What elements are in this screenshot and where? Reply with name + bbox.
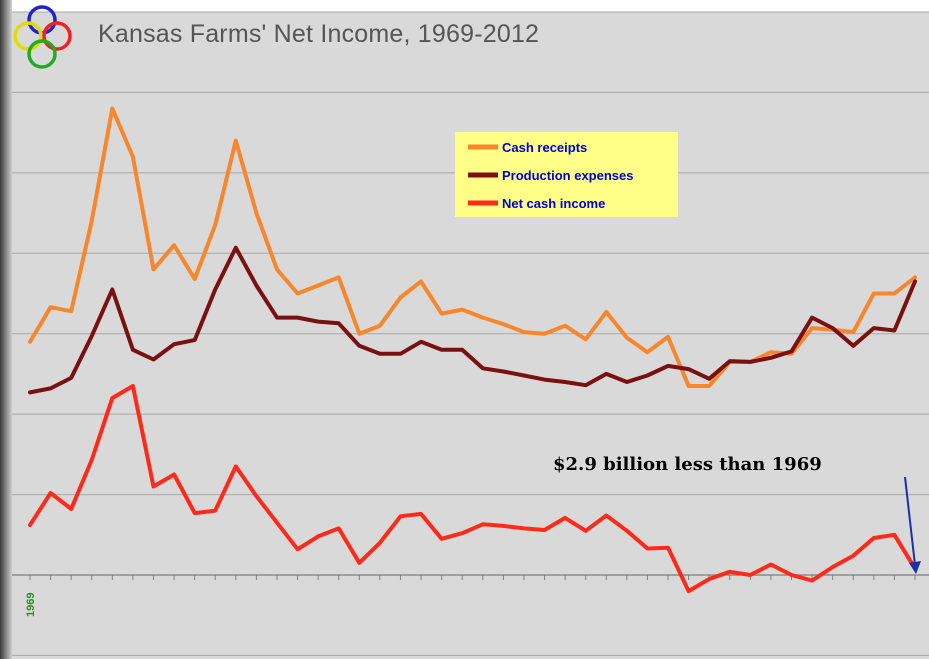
annotation-arrowhead	[909, 561, 921, 574]
ring-bottom-icon	[27, 39, 57, 69]
x-tick-label-1969: 1969	[25, 593, 37, 617]
annotation-text: $2.9 billion less than 1969	[553, 454, 822, 475]
annotation: $2.9 billion less than 1969	[553, 454, 921, 574]
ring-top-icon	[27, 5, 57, 35]
series-line-production-expenses	[28, 245, 917, 395]
gridlines	[12, 11, 929, 656]
annotation-arrow	[904, 476, 916, 566]
ring-left-icon	[13, 21, 43, 51]
ring-right-icon	[42, 21, 72, 51]
legend-label-cash-receipts: Cash receipts	[502, 140, 587, 155]
series-line-net-cash-income	[28, 384, 917, 594]
legend-label-production-expenses: Production expenses	[502, 168, 633, 183]
left-edge-strip	[0, 0, 12, 659]
plot-background	[12, 12, 929, 659]
series-lines	[28, 106, 917, 594]
interlocking-rings-logo-icon	[13, 5, 72, 69]
chart-title: Kansas Farms' Net Income, 1969-2012	[98, 20, 540, 48]
legend: Cash receipts Production expenses Net ca…	[455, 132, 678, 217]
x-axis: 1969	[25, 575, 916, 617]
series-line-cash-receipts	[28, 106, 917, 388]
legend-label-net-cash-income: Net cash income	[502, 196, 605, 211]
